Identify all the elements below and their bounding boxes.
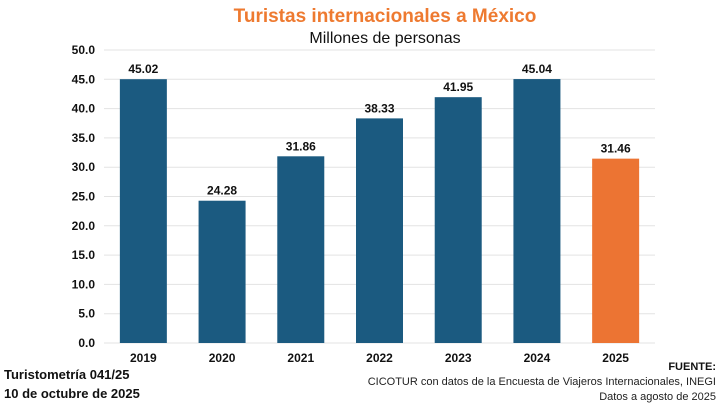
- y-tick-label: 35.0: [72, 131, 96, 145]
- y-axis-ticks: 0.0 5.0 10.0 15.0 20.0 25.0 30.0 35.0 40.0 45.0 50…: [72, 43, 96, 350]
- chart-title: Turistas internacionales a México: [233, 6, 537, 27]
- grid-layer: [104, 49, 655, 344]
- y-tick-label: 30.0: [72, 160, 96, 174]
- y-tick-label: 5.0: [78, 307, 95, 321]
- y-tick-label: 50.0: [72, 43, 96, 57]
- data-label-2024: 45.04: [522, 62, 552, 76]
- source-date: Datos a agosto de 2025: [599, 391, 716, 403]
- x-tick-label-2021: 2021: [287, 351, 314, 365]
- bar-2022: [356, 118, 403, 343]
- report-info: Turistometría 041/25 10 de octubre de 20…: [4, 365, 140, 403]
- bar-2020: [198, 200, 246, 343]
- bar-2021: [277, 156, 325, 343]
- y-tick-label: 15.0: [72, 248, 96, 262]
- source-text: CICOTUR con datos de la Encuesta de Viaj…: [367, 376, 716, 388]
- x-axis-ticks: 2019 2020 2021 2022 2023 2024 2025: [130, 351, 629, 365]
- report-number: Turistometría 041/25: [4, 367, 130, 382]
- data-label-2022: 38.33: [364, 101, 394, 115]
- data-label-2020: 24.28: [207, 184, 237, 198]
- x-tick-label-2022: 2022: [366, 351, 393, 365]
- bar-2023: [434, 97, 482, 343]
- bars: [119, 79, 640, 343]
- chart-subtitle: Millones de personas: [309, 30, 461, 47]
- data-label-2021: 31.86: [286, 139, 316, 153]
- source-label: FUENTE:: [668, 361, 716, 373]
- bar-2024: [513, 79, 561, 343]
- x-tick-label-2023: 2023: [445, 351, 472, 365]
- bar-2025: [592, 158, 640, 343]
- x-tick-label-2025: 2025: [602, 351, 629, 365]
- data-label-2025: 31.46: [601, 142, 631, 156]
- y-tick-label: 25.0: [72, 190, 96, 204]
- x-tick-label-2020: 2020: [209, 351, 236, 365]
- y-tick-label: 0.0: [78, 336, 95, 350]
- y-tick-label: 40.0: [72, 102, 96, 116]
- bar-2019: [119, 79, 167, 343]
- y-tick-label: 10.0: [72, 277, 96, 291]
- x-tick-label-2024: 2024: [524, 351, 551, 365]
- y-tick-label: 20.0: [72, 219, 96, 233]
- data-label-2019: 45.02: [128, 62, 158, 76]
- report-date: 10 de octubre de 2025: [4, 386, 140, 401]
- data-labels: 45.02 24.28 31.86 38.33 41.95 45.04 31.46: [128, 62, 631, 198]
- source-note: FUENTE: CICOTUR con datos de la Encuesta…: [368, 360, 716, 405]
- data-label-2023: 41.95: [443, 80, 473, 94]
- y-tick-label: 45.0: [72, 72, 96, 86]
- x-tick-label-2019: 2019: [130, 351, 157, 365]
